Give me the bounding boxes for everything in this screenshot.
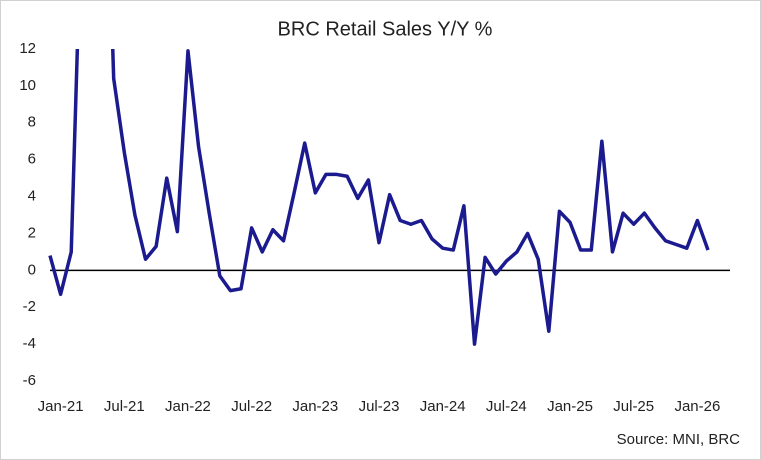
y-tick-label: 12 [19,40,36,57]
x-tick-label: Jan-21 [38,398,84,415]
y-tick-label: -4 [23,335,36,352]
y-tick-label: 8 [28,114,36,131]
y-tick-label: 4 [28,188,36,205]
source: Source: MNI, BRC [617,431,741,448]
y-tick-label: 0 [28,261,36,278]
x-tick-label: Jul-23 [359,398,400,415]
y-tick-label: -2 [23,298,36,315]
x-tick-label: Jan-25 [547,398,593,415]
x-tick-label: Jan-22 [165,398,211,415]
x-tick-label: Jul-21 [104,398,145,415]
x-tick-label: Jul-25 [613,398,654,415]
x-tick-label: Jul-24 [486,398,527,415]
y-tick-label: 2 [28,224,36,241]
x-tick-label: Jan-23 [292,398,338,415]
y-tick-label: 6 [28,151,36,168]
x-tick-label: Jan-26 [674,398,720,415]
x-tick-label: Jan-24 [420,398,466,415]
y-tick-label: -6 [23,372,36,389]
y-tick-label: 10 [19,77,36,94]
chart-title: BRC Retail Sales Y/Y % [278,18,493,40]
x-tick-label: Jul-22 [231,398,272,415]
series-line [48,49,710,346]
